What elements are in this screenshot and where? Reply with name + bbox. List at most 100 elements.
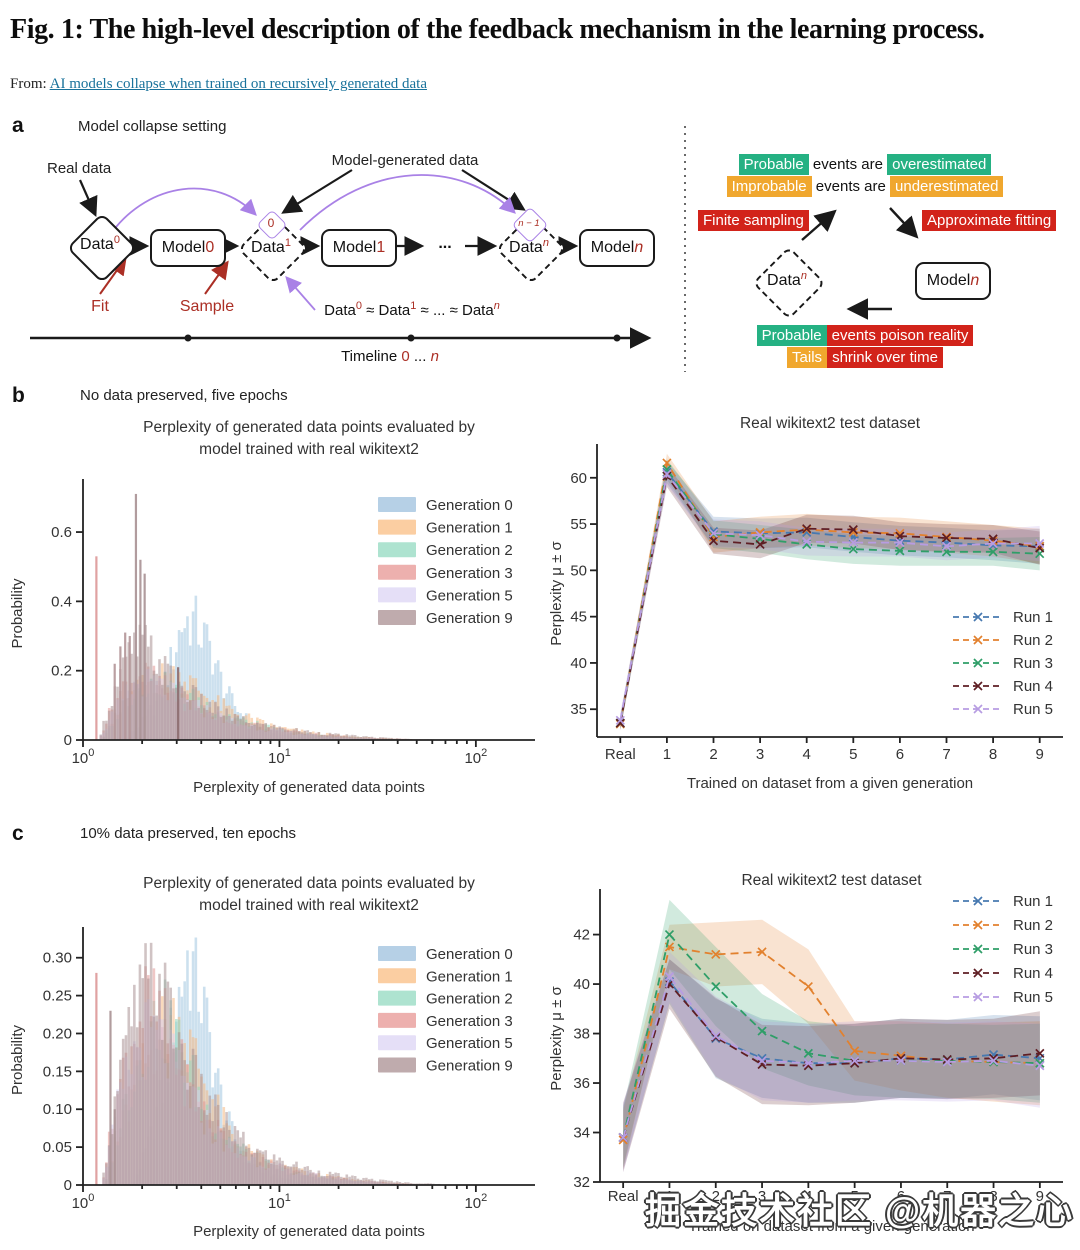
text-part: Approximate fitting — [922, 210, 1057, 231]
y-tick-label: 0.10 — [43, 1101, 72, 1118]
x-tick-label: 6 — [896, 746, 904, 763]
tagline-overestimated: Probable events are overestimated — [690, 154, 1040, 175]
hist-spike — [95, 556, 98, 740]
run-line — [619, 473, 1040, 724]
hist-spike — [143, 573, 146, 740]
run-markers — [615, 469, 1045, 725]
legend-label: Generation 5 — [426, 587, 513, 604]
x-tick-label: 1 — [663, 746, 671, 763]
text-part: Improbable — [726, 176, 812, 197]
y-tick-label: 40 — [573, 976, 590, 993]
panel-b-subtitle: No data preserved, five epochs — [80, 387, 288, 404]
approx-arrow — [285, 275, 316, 311]
text-part: Probable — [738, 154, 809, 175]
sigma-band — [623, 919, 1040, 1170]
y-tick-label: 0.2 — [51, 663, 72, 680]
y-axis-label: Perplexity μ ± σ — [548, 986, 565, 1091]
y-tick-label: 0.05 — [43, 1139, 72, 1156]
panel-c-label: c — [12, 822, 24, 845]
y-tick-label: 32 — [573, 1174, 590, 1191]
legend-label: Generation 1 — [426, 520, 513, 537]
sample-arrow — [204, 260, 229, 295]
text-part: n — [542, 237, 549, 249]
x-tick-label: 1 — [665, 1188, 673, 1205]
text-part: events are — [808, 156, 888, 173]
cycle-arrow-down — [889, 207, 919, 239]
timeline-dot — [613, 334, 621, 342]
timeline-dot — [184, 334, 192, 342]
legend-label: Generation 9 — [426, 1058, 513, 1075]
y-tick-label: 36 — [573, 1075, 590, 1092]
text-part: Model — [926, 272, 971, 289]
x-tick-label: 3 — [758, 1188, 766, 1205]
real-data-label: Real data — [47, 160, 112, 177]
y-tick-label: 40 — [570, 655, 587, 672]
legend-label: Generation 3 — [426, 565, 513, 582]
y-tick-label: 0.25 — [43, 988, 72, 1005]
text-part: 0 — [267, 216, 275, 230]
modelN-box: Model n — [579, 229, 655, 267]
x-tick-label: 101 — [268, 747, 291, 767]
panel-c-subtitle: 10% data preserved, ten epochs — [80, 825, 296, 842]
finite-sampling-tag: Finite sampling — [698, 210, 809, 231]
y-tick-label: 0 — [64, 1177, 72, 1194]
text-part: 0 — [113, 234, 120, 246]
x-tick-label: 9 — [1036, 1188, 1044, 1205]
article-link[interactable]: AI models collapse when trained on recur… — [49, 76, 427, 92]
panel-a-label: a — [12, 114, 24, 137]
text-part: Data — [767, 272, 801, 289]
model-generated-label: Model-generated data — [331, 152, 479, 169]
legend-label: Run 2 — [1013, 632, 1053, 649]
x-tick-label: 102 — [464, 1192, 487, 1212]
text-part: 0 — [205, 239, 215, 256]
hist-spike — [128, 636, 131, 740]
sigma-band — [620, 461, 1040, 730]
y-tick-label: 35 — [570, 701, 587, 718]
model1-box: Model 1 — [321, 229, 397, 267]
run-line — [619, 470, 1040, 724]
timeline-label: Timeline 0 ... n — [310, 348, 470, 365]
text-part: events poison reality — [826, 325, 974, 346]
x-axis-label: Perplexity of generated data points — [193, 1223, 425, 1240]
mini0-label: 0 — [261, 216, 281, 230]
legend-label: Run 2 — [1013, 917, 1053, 934]
x-tick-label: 100 — [72, 1192, 95, 1212]
y-axis-label: Probability — [9, 578, 26, 649]
legend-label: Run 3 — [1013, 941, 1053, 958]
text-part: 1 — [376, 239, 386, 256]
text-part: Data — [80, 236, 114, 253]
hist-spike — [119, 646, 122, 740]
hist-spike — [139, 559, 142, 740]
legend — [953, 896, 1003, 1002]
x-tick-label: Real — [605, 746, 636, 763]
sample-label: Sample — [179, 298, 235, 315]
text-part: Finite sampling — [698, 210, 809, 231]
sigma-band — [620, 453, 1040, 731]
text-part: overestimated — [887, 154, 992, 175]
run-line — [619, 460, 1040, 725]
text-part: n — [634, 239, 644, 256]
x-tick-label: 101 — [268, 1192, 291, 1212]
x-tick-label: 3 — [756, 746, 764, 763]
hist-spike — [109, 1010, 112, 1185]
text-part: 1 — [410, 300, 417, 312]
axes — [76, 927, 535, 1192]
cycle-arrow-up — [801, 209, 837, 241]
chart-title: Perplexity of generated data points eval… — [143, 419, 475, 436]
text-part: n — [800, 270, 807, 282]
text-part: Data — [509, 239, 543, 256]
x-axis-label: Trained on dataset from a given generati… — [688, 1218, 974, 1235]
chart-title: Real wikitext2 test dataset — [740, 415, 921, 432]
y-tick-label: 55 — [570, 516, 587, 533]
legend-label: Run 5 — [1013, 701, 1053, 718]
approx-line: Data0 ≈ Data1 ≈ ... ≈ Datan — [302, 300, 522, 319]
axes — [76, 479, 535, 747]
dataN-cycle-label: Datan — [752, 270, 822, 290]
text-part: shrink over time — [827, 347, 943, 368]
panel-a-title: Model collapse setting — [78, 118, 227, 135]
modelN-cycle-box: Model n — [915, 262, 991, 300]
y-tick-label: 0.6 — [51, 524, 72, 541]
fit-label: Fit — [91, 298, 109, 315]
hist-spike — [134, 493, 138, 740]
y-tick-label: 42 — [573, 927, 590, 944]
